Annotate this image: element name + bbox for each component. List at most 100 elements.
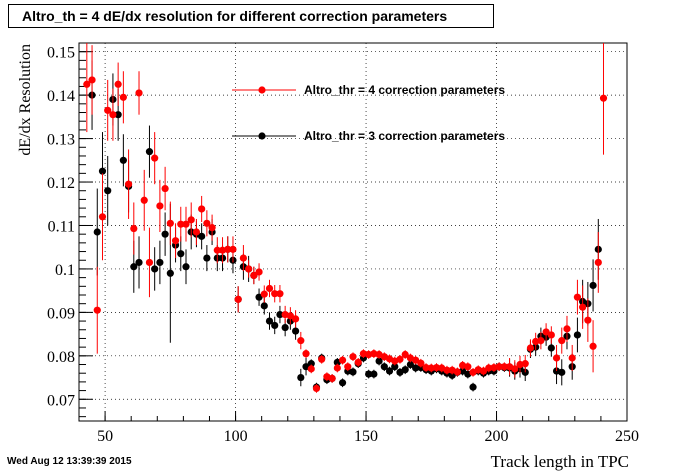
data-point (250, 271, 258, 280)
data-point (98, 213, 107, 221)
data-point (537, 337, 545, 345)
data-point (234, 295, 242, 303)
data-point (135, 258, 143, 267)
data-point (260, 290, 268, 298)
data-point (589, 342, 597, 350)
data-point (302, 350, 310, 358)
data-point (114, 80, 122, 88)
data-point (412, 356, 420, 364)
x-tick-label: 200 (485, 428, 509, 445)
data-point (83, 80, 91, 88)
data-point (198, 205, 206, 213)
data-point (151, 265, 159, 273)
data-point (333, 364, 341, 372)
data-point (485, 364, 493, 372)
data-point (213, 246, 221, 254)
data-point (432, 363, 441, 372)
data-point (558, 337, 566, 345)
data-point (312, 384, 321, 393)
data-point (114, 111, 122, 119)
data-point (307, 360, 315, 368)
data-point (177, 250, 185, 258)
y-axis-label: dE/dx Resolution (17, 44, 34, 156)
data-point (229, 245, 237, 253)
x-tick-label: 100 (224, 428, 248, 445)
data-point (443, 366, 451, 374)
data-point (239, 254, 247, 262)
data-point (93, 228, 101, 236)
data-point (464, 363, 472, 371)
data-point (579, 303, 587, 311)
legend: Altro_thr = 4 correction parameters Altro… (232, 83, 505, 143)
data-point (547, 344, 555, 352)
plot-frame (78, 42, 628, 422)
data-point (573, 331, 582, 339)
data-point (166, 219, 174, 227)
data-point (187, 216, 195, 224)
data-point (161, 184, 169, 193)
data-point (130, 224, 138, 233)
data-point (599, 94, 608, 102)
data-point (396, 355, 404, 363)
data-marks (83, 43, 608, 393)
data-point (161, 230, 169, 238)
data-point (98, 167, 107, 175)
data-point (255, 293, 263, 301)
y-tick-label: 0.09 (47, 305, 75, 322)
data-point (349, 368, 357, 376)
data-point (526, 344, 535, 352)
data-point (156, 258, 164, 267)
y-tick-label: 0.13 (47, 132, 75, 149)
data-point (208, 224, 216, 232)
data-point (130, 263, 138, 271)
data-point (521, 360, 529, 368)
x-tick-label: 250 (615, 428, 639, 445)
data-point (198, 232, 206, 240)
y-tick-label: 0.14 (47, 88, 75, 105)
data-point (495, 363, 503, 371)
data-point (584, 316, 592, 324)
data-point (401, 366, 409, 374)
data-point (104, 106, 112, 114)
y-tick-label: 0.12 (47, 175, 75, 192)
data-point (124, 180, 133, 188)
data-point (260, 302, 268, 310)
data-point (182, 263, 190, 271)
data-point (145, 258, 154, 267)
data-point (354, 358, 362, 366)
data-point (427, 364, 435, 372)
data-point (338, 356, 347, 364)
data-point (119, 93, 127, 101)
chart-title: Altro_th = 4 dE/dx resolution for differ… (8, 4, 494, 28)
data-point (406, 360, 415, 369)
data-point (109, 111, 117, 119)
data-point (297, 337, 305, 345)
legend-label: Altro_thr = 3 correction parameters (304, 129, 505, 143)
data-point (542, 328, 550, 336)
x-tick-label: 150 (354, 428, 378, 445)
legend-marker (258, 86, 266, 94)
data-point (156, 202, 164, 210)
data-point (500, 363, 508, 371)
data-point (318, 355, 326, 363)
data-point (104, 187, 112, 195)
x-tick-label: 50 (97, 428, 113, 445)
data-point (328, 374, 336, 383)
y-tick-label: 0.07 (47, 392, 75, 409)
data-point (412, 364, 420, 372)
data-point (547, 331, 555, 339)
data-point (177, 220, 185, 228)
data-point (422, 363, 430, 372)
data-point (307, 365, 315, 373)
data-point (479, 367, 488, 375)
data-point (558, 368, 566, 376)
data-point (171, 237, 180, 245)
data-point (88, 76, 96, 84)
data-point (203, 254, 211, 262)
data-point (370, 370, 378, 378)
data-point (166, 269, 174, 277)
axes: 50 100 150 200 250 0.07 0.08 0.09 0.1 0.11 0.12 0.1… (47, 42, 639, 445)
legend-marker (258, 132, 266, 140)
data-point (245, 265, 253, 273)
